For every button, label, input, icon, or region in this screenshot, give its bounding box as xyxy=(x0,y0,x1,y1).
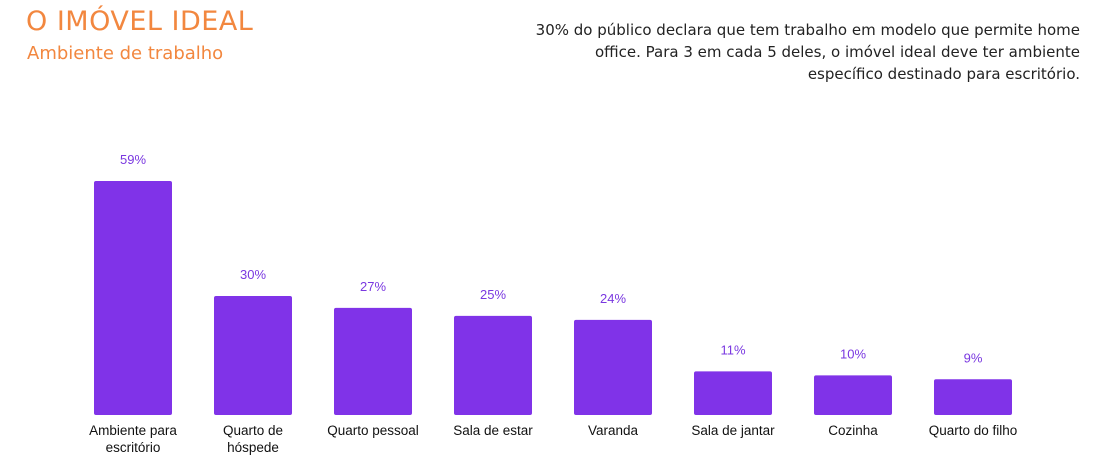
bar-value-label-6: 10% xyxy=(840,346,866,361)
bar-4 xyxy=(574,319,652,415)
bar-value-label-3: 25% xyxy=(480,287,506,302)
category-label-0: Ambiente para escritório xyxy=(89,423,177,455)
bar-value-label-7: 9% xyxy=(964,350,983,365)
category-label-1: Quarto de hóspede xyxy=(223,423,283,455)
category-label-line: Sala de estar xyxy=(453,423,533,438)
category-label-line: Ambiente para xyxy=(89,423,177,438)
bar-1 xyxy=(214,296,292,415)
category-label-line: Quarto pessoal xyxy=(327,423,419,438)
category-label-line: hóspede xyxy=(227,440,279,455)
category-label-line: Cozinha xyxy=(828,423,878,438)
page-subtitle: Ambiente de trabalho xyxy=(27,43,224,64)
category-label-2: Quarto pessoal xyxy=(327,423,419,438)
bar-3 xyxy=(454,315,532,415)
category-label-5: Sala de jantar xyxy=(691,423,775,438)
summary-note: 30% do público declara que tem trabalho … xyxy=(535,21,1080,83)
bar-value-label-4: 24% xyxy=(600,291,626,306)
bar-0 xyxy=(94,181,172,415)
bar-2 xyxy=(334,307,412,415)
bar-7 xyxy=(934,379,1012,415)
bar-value-label-2: 27% xyxy=(360,279,386,294)
bar-value-label-1: 30% xyxy=(240,267,266,282)
category-label-6: Cozinha xyxy=(828,423,878,438)
category-label-line: Varanda xyxy=(588,423,639,438)
category-label-line: Sala de jantar xyxy=(691,423,775,438)
bar-6 xyxy=(814,375,892,415)
bar-value-label-0: 59% xyxy=(120,152,146,167)
bar-value-label-5: 11% xyxy=(720,342,745,357)
category-label-line: Quarto do filho xyxy=(929,423,1018,438)
bar-5 xyxy=(694,371,772,415)
category-label-line: Quarto de xyxy=(223,423,283,438)
page-title: O IMÓVEL IDEAL xyxy=(26,6,254,37)
category-label-4: Varanda xyxy=(588,423,639,438)
category-label-3: Sala de estar xyxy=(453,423,533,438)
category-label-7: Quarto do filho xyxy=(929,423,1018,438)
category-label-line: escritório xyxy=(106,440,161,455)
